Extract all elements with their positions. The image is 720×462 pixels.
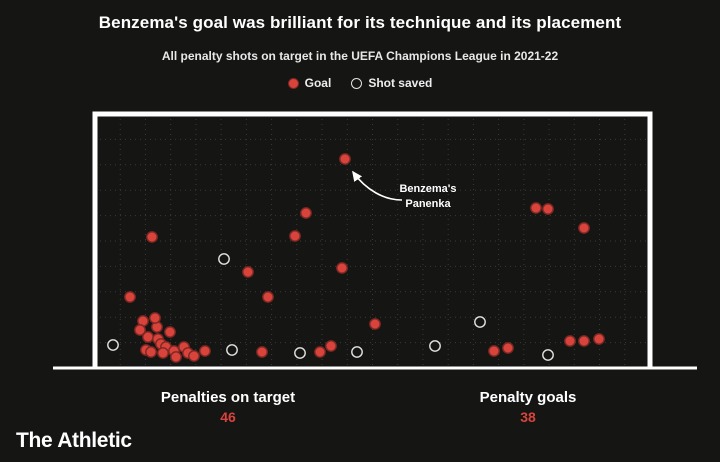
chart-subtitle: All penalty shots on target in the UEFA …	[161, 49, 559, 63]
goal-shot-dot	[199, 345, 211, 357]
legend-item-shot-saved: Shot saved	[351, 76, 432, 90]
goal-shot-dot	[242, 266, 254, 278]
goal-shot-dot	[157, 347, 169, 359]
goal-shot-dot	[146, 231, 158, 243]
goal-shot-dot	[300, 207, 312, 219]
legend: Goal Shot saved	[0, 76, 720, 90]
stat-on-target-value: 46	[220, 409, 236, 425]
goal-shot-dot	[502, 342, 514, 354]
goal-shot-dot	[530, 202, 542, 214]
saved-marker-icon	[351, 77, 363, 89]
stat-goals-value: 38	[520, 409, 536, 425]
stat-penalties-on-target: Penalties on target 46	[161, 389, 295, 425]
goal-shot-dot	[262, 291, 274, 303]
goal-shot-dot	[336, 262, 348, 274]
goal-shot-dot	[339, 153, 351, 165]
saved-shot-dot	[107, 339, 119, 351]
saved-shot-dot	[474, 316, 486, 328]
goal-shot-dot	[124, 291, 136, 303]
goal-shot-dot	[488, 345, 500, 357]
goal-shot-dot	[145, 346, 157, 358]
goal-shot-dot	[542, 203, 554, 215]
stat-goals-label: Penalty goals	[479, 389, 577, 406]
goal-shot-dot	[142, 331, 154, 343]
annotation-arrow	[352, 170, 403, 201]
annotation-line1: Benzema's	[399, 183, 457, 195]
goal-shot-dot	[314, 346, 326, 358]
goal-shot-dot	[325, 340, 337, 352]
saved-shot-dot	[294, 347, 306, 359]
panenka-annotation: Benzema's Panenka	[383, 182, 473, 213]
goal-shot-dot	[188, 350, 200, 362]
goal-shot-dot	[170, 351, 182, 363]
saved-shot-dot	[218, 253, 230, 265]
saved-shot-dot	[226, 344, 238, 356]
legend-saved-label: Shot saved	[368, 76, 433, 90]
stat-on-target-label: Penalties on target	[160, 389, 296, 406]
chart-title: Benzema's goal was brilliant for its tec…	[98, 13, 622, 32]
stat-penalty-goals: Penalty goals 38	[480, 389, 577, 425]
saved-shot-dot	[542, 349, 554, 361]
legend-goal-label: Goal	[304, 76, 332, 90]
goal-shot-dot	[289, 230, 301, 242]
saved-shot-dot	[429, 340, 441, 352]
goal-shot-dot	[256, 346, 268, 358]
the-athletic-logo: The Athletic	[16, 429, 132, 452]
goal-shot-dot	[149, 312, 161, 324]
goal-shot-dot	[134, 324, 146, 336]
goal-shot-dot	[578, 335, 590, 347]
goal-shot-dot	[593, 333, 605, 345]
saved-shot-dot	[351, 346, 363, 358]
goal-shot-dot	[164, 326, 176, 338]
goal-shot-dot	[578, 222, 590, 234]
goal-shot-dot	[369, 318, 381, 330]
legend-item-goal: Goal	[287, 76, 332, 90]
annotation-line2: Panenka	[405, 198, 451, 211]
goal-shot-dot	[564, 335, 576, 347]
goal-marker-icon	[287, 77, 299, 89]
